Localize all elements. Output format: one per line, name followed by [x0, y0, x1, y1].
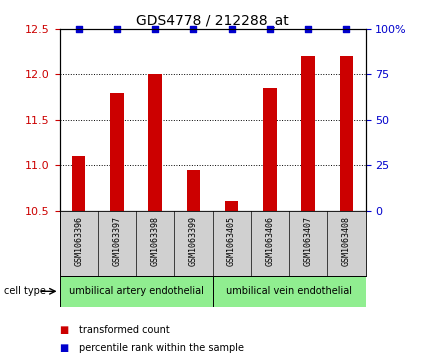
- Bar: [72, 156, 85, 211]
- Text: GSM1063397: GSM1063397: [112, 216, 122, 266]
- Bar: [148, 74, 162, 211]
- Point: [305, 26, 312, 32]
- Text: umbilical artery endothelial: umbilical artery endothelial: [68, 286, 204, 296]
- Text: umbilical vein endothelial: umbilical vein endothelial: [226, 286, 352, 296]
- Title: GDS4778 / 212288_at: GDS4778 / 212288_at: [136, 14, 289, 28]
- Text: ■: ■: [60, 325, 69, 335]
- Text: cell type: cell type: [4, 286, 46, 296]
- Point: [266, 26, 273, 32]
- Text: GSM1063399: GSM1063399: [189, 216, 198, 266]
- Point: [190, 26, 197, 32]
- Text: GSM1063398: GSM1063398: [150, 216, 160, 266]
- Bar: [340, 56, 353, 211]
- Text: GSM1063406: GSM1063406: [265, 216, 275, 266]
- Point: [75, 26, 82, 32]
- Point: [343, 26, 350, 32]
- Text: GSM1063405: GSM1063405: [227, 216, 236, 266]
- Bar: [225, 201, 238, 211]
- Text: GSM1063407: GSM1063407: [303, 216, 313, 266]
- Text: percentile rank within the sample: percentile rank within the sample: [79, 343, 244, 354]
- Point: [113, 26, 120, 32]
- Point: [228, 26, 235, 32]
- Text: GSM1063396: GSM1063396: [74, 216, 83, 266]
- Bar: [187, 170, 200, 211]
- Text: ■: ■: [60, 343, 69, 354]
- Bar: [110, 93, 124, 211]
- Bar: [60, 276, 212, 307]
- Point: [152, 26, 159, 32]
- Bar: [301, 56, 315, 211]
- Bar: [212, 276, 366, 307]
- Text: transformed count: transformed count: [79, 325, 170, 335]
- Text: GSM1063408: GSM1063408: [342, 216, 351, 266]
- Bar: [263, 88, 277, 211]
